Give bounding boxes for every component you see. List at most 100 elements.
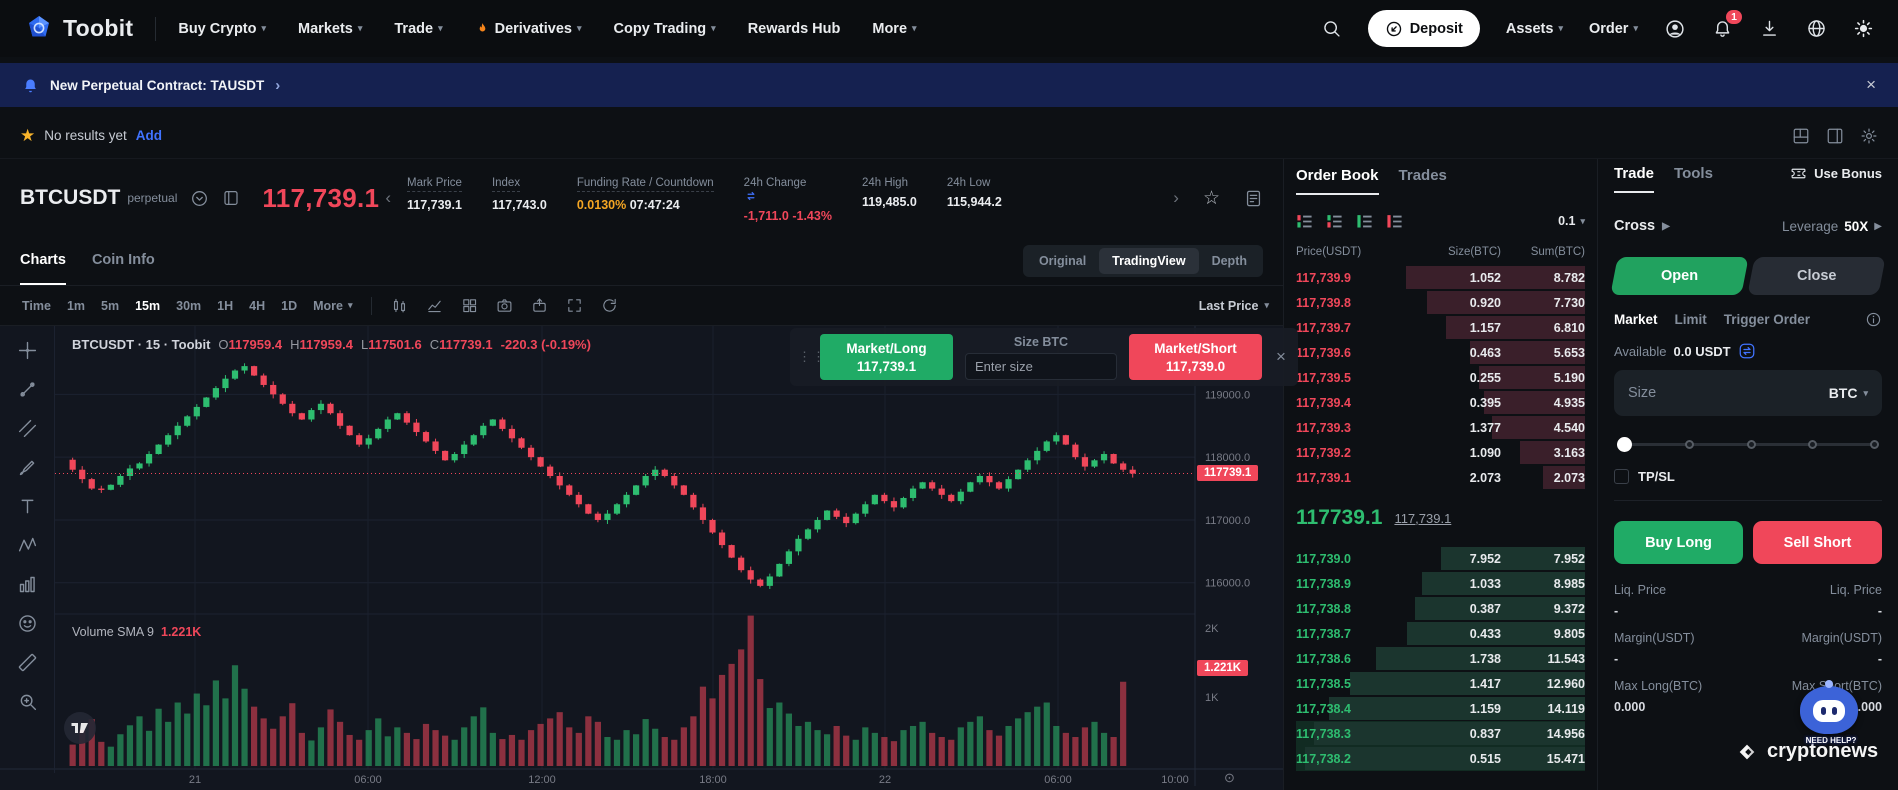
orderbook-bid-row[interactable]: 117,738.8 0.387 9.372	[1296, 596, 1585, 621]
slider-handle[interactable]	[1617, 436, 1632, 452]
slider-stop-75[interactable]	[1808, 439, 1818, 449]
nav-item-rewards-hub[interactable]: Rewards Hub	[747, 20, 841, 37]
orderbook-ask-row[interactable]: 117,739.2 1.090 3.163	[1296, 440, 1585, 465]
text-tool-icon[interactable]	[8, 488, 46, 524]
price-source-dropdown[interactable]: Last Price ▾	[1198, 298, 1269, 313]
favorites-add-link[interactable]: Add	[135, 128, 163, 143]
language-globe-icon[interactable]	[1806, 18, 1827, 39]
notifications-bell-icon[interactable]: 1	[1712, 10, 1742, 39]
order-type-info-icon[interactable]	[1865, 311, 1882, 328]
depth-layout-bids-icon[interactable]	[1356, 213, 1373, 230]
orderbook-ask-row[interactable]: 117,739.9 1.052 8.782	[1296, 265, 1585, 290]
deposit-button[interactable]: Deposit	[1367, 10, 1480, 47]
channel-icon[interactable]	[8, 410, 46, 446]
chart-canvas[interactable]: 119000.0 118000.0 117000.0 116000.0 2K 1K 21 06…	[0, 326, 1283, 786]
interval-4h[interactable]: 4H	[249, 298, 266, 313]
widget-close-icon[interactable]: ×	[1276, 347, 1286, 366]
interval-5m[interactable]: 5m	[101, 298, 120, 313]
orderbook-bid-row[interactable]: 117,738.9 1.033 8.985	[1296, 571, 1585, 596]
orderbook-bid-row[interactable]: 117,738.2 0.515 15.471	[1296, 746, 1585, 771]
precision-dropdown[interactable]: 0.1 ▾	[1558, 214, 1585, 228]
measure-ruler-icon[interactable]	[8, 644, 46, 680]
view-mode-depth[interactable]: Depth	[1211, 254, 1247, 268]
mid-mark-price[interactable]: 117,739.1	[1394, 510, 1452, 526]
layout-grid-icon[interactable]	[452, 297, 487, 314]
interval-15m[interactable]: 15m	[135, 298, 161, 313]
tradingview-logo[interactable]	[64, 712, 96, 744]
size-unit-dropdown[interactable]: BTC ▾	[1828, 385, 1868, 401]
view-mode-tradingview[interactable]: TradingView	[1099, 248, 1199, 274]
size-input[interactable]: Size BTC ▾	[1614, 370, 1882, 416]
slider-stop-25[interactable]	[1684, 439, 1694, 449]
chart-layout-icon[interactable]	[1792, 127, 1810, 145]
symbol-name[interactable]: BTCUSDT	[20, 186, 121, 209]
size-slider[interactable]	[1617, 436, 1879, 452]
axis-settings-icon[interactable]: ⊙	[1224, 770, 1235, 785]
use-bonus-button[interactable]: Use Bonus	[1790, 165, 1882, 182]
open-tab[interactable]: Open	[1610, 257, 1749, 295]
nav-item-buy-crypto[interactable]: Buy Crypto ▾	[178, 20, 267, 37]
widget-size-input[interactable]: Enter size	[965, 352, 1117, 380]
stats-more-chevron[interactable]: ›	[1173, 188, 1179, 207]
trendline-icon[interactable]	[8, 371, 46, 407]
tab-order-book[interactable]: Order Book	[1296, 167, 1379, 195]
indicators-icon[interactable]	[417, 297, 452, 314]
market-short-button[interactable]: Market/Short 117,739.0	[1129, 334, 1262, 380]
orderbook-bid-row[interactable]: 117,739.0 7.952 7.952	[1296, 546, 1585, 571]
tpsl-checkbox-row[interactable]: TP/SL	[1614, 469, 1882, 484]
order-type-trigger-order[interactable]: Trigger Order	[1723, 312, 1811, 327]
widget-drag-handle[interactable]: ⋮⋮	[798, 349, 826, 365]
candle-style-icon[interactable]	[382, 297, 417, 314]
tab-charts[interactable]: Charts	[20, 237, 66, 285]
nav-item-more[interactable]: More ▾	[872, 20, 917, 37]
tpsl-checkbox[interactable]	[1614, 469, 1629, 484]
interval-more-dropdown[interactable]: More ▾	[313, 298, 353, 313]
nav-item-assets[interactable]: Assets ▾	[1505, 20, 1563, 37]
help-chatbot-widget[interactable]: NEED HELP?	[1800, 680, 1862, 750]
change-swap-icon[interactable]	[744, 189, 832, 203]
interval-1h[interactable]: 1H	[217, 298, 234, 313]
contract-info-icon[interactable]	[222, 189, 240, 207]
search-icon[interactable]	[1321, 18, 1342, 39]
depth-layout-asks-icon[interactable]	[1386, 213, 1403, 230]
orderbook-bid-row[interactable]: 117,738.4 1.159 14.119	[1296, 696, 1585, 721]
crosshair-icon[interactable]	[8, 332, 46, 368]
contract-details-icon[interactable]	[1244, 189, 1263, 208]
orderbook-ask-row[interactable]: 117,739.1 2.073 2.073	[1296, 465, 1585, 490]
orderbook-ask-row[interactable]: 117,739.4 0.395 4.935	[1296, 390, 1585, 415]
tab-trades[interactable]: Trades	[1398, 167, 1447, 184]
leverage-selector[interactable]: Leverage 50X ▶	[1781, 218, 1882, 234]
symbol-dropdown-icon[interactable]	[190, 189, 209, 208]
orderbook-ask-row[interactable]: 117,739.5 0.255 5.190	[1296, 365, 1585, 390]
announcement-bar[interactable]: New Perpetual Contract: TAUSDT › ×	[0, 63, 1898, 107]
orderbook-bid-row[interactable]: 117,738.7 0.433 9.805	[1296, 621, 1585, 646]
orderbook-bid-row[interactable]: 117,738.6 1.738 11.543	[1296, 646, 1585, 671]
settings-gear-icon[interactable]	[1860, 127, 1878, 145]
tab-tools[interactable]: Tools	[1674, 165, 1713, 182]
sell-short-button[interactable]: Sell Short	[1753, 521, 1882, 564]
announcement-text[interactable]: New Perpetual Contract: TAUSDT	[50, 77, 265, 93]
announcement-close-icon[interactable]: ×	[1866, 75, 1876, 94]
nav-item-order[interactable]: Order ▾	[1588, 20, 1638, 37]
panel-layout-icon[interactable]	[1826, 127, 1844, 145]
slider-stop-100[interactable]	[1870, 439, 1879, 449]
profile-avatar-icon[interactable]	[1664, 18, 1686, 40]
nav-item-derivatives[interactable]: Derivatives ▾	[475, 21, 582, 37]
orderbook-bid-row[interactable]: 117,738.5 1.417 12.960	[1296, 671, 1585, 696]
orderbook-ask-row[interactable]: 117,739.8 0.920 7.730	[1296, 290, 1585, 315]
depth-layout-split-icon[interactable]	[1326, 213, 1343, 230]
orderbook-bid-row[interactable]: 117,738.3 0.837 14.956	[1296, 721, 1585, 746]
price-collapse-chevron[interactable]: ‹	[385, 188, 391, 207]
interval-30m[interactable]: 30m	[176, 298, 202, 313]
pattern-xabcd-icon[interactable]	[8, 527, 46, 563]
order-type-limit[interactable]: Limit	[1674, 312, 1707, 327]
view-mode-original[interactable]: Original	[1038, 254, 1087, 268]
close-tab[interactable]: Close	[1747, 257, 1886, 295]
candlestick-chart[interactable]: 119000.0 118000.0 117000.0 116000.0 2K 1K 21 06…	[0, 325, 1298, 790]
download-app-icon[interactable]	[1759, 18, 1780, 39]
emoji-icon[interactable]	[8, 605, 46, 641]
brand-name[interactable]: Toobit	[63, 15, 134, 41]
market-long-button[interactable]: Market/Long 117,739.1	[820, 334, 953, 380]
nav-item-copy-trading[interactable]: Copy Trading ▾	[613, 20, 716, 37]
convert-swap-icon[interactable]	[1738, 342, 1756, 360]
